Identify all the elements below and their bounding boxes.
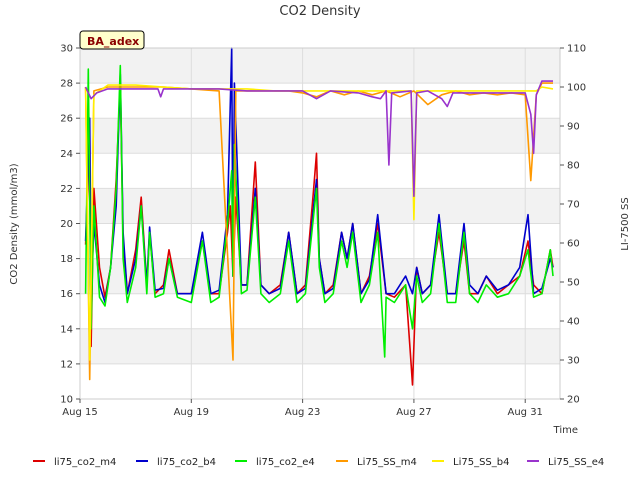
plot-band	[80, 293, 560, 329]
plot-band	[80, 328, 560, 364]
chart-title: CO2 Density	[279, 4, 360, 19]
series-line-Li75_SS_e4	[84, 80, 553, 197]
y-axis-right: 20 30 40 50 60 70 80 90 100 110	[560, 44, 586, 406]
legend-label: li75_co2_m4	[54, 457, 116, 468]
legend: li75_co2_m4 li75_co2_b4 li75_co2_e4 Li75_SS…	[33, 457, 604, 468]
legend-label: Li75_SS_m4	[357, 457, 417, 468]
plot-band	[80, 223, 560, 259]
y2-tick-label: 40	[567, 317, 580, 328]
y2-tick-label: 60	[567, 239, 580, 250]
legend-label: li75_co2_b4	[157, 457, 216, 468]
y-axis-label: CO2 Density (mmol/m3)	[9, 163, 20, 284]
y2-tick-label: 80	[567, 161, 580, 172]
y-tick-label: 22	[60, 184, 73, 195]
plot-band	[80, 83, 560, 119]
series-line-li75_co2_e4	[84, 64, 554, 358]
y-tick-label: 26	[60, 114, 73, 125]
y-tick-label: 14	[60, 324, 73, 335]
y-tick-label: 24	[60, 149, 73, 160]
x-tick-label: Aug 27	[396, 407, 431, 418]
y2-tick-label: 100	[567, 83, 586, 94]
y2-tick-label: 30	[567, 356, 580, 367]
y2-tick-label: 110	[567, 44, 586, 55]
y-tick-label: 16	[60, 289, 73, 300]
y2-axis-label: LI-7500 SS	[620, 197, 631, 250]
legend-label: li75_co2_e4	[256, 457, 315, 468]
plot-band	[80, 188, 560, 224]
plot-band	[80, 153, 560, 189]
x-axis: Aug 15 Aug 19 Aug 23 Aug 27 Aug 31	[62, 399, 543, 418]
y2-tick-label: 50	[567, 278, 580, 289]
y2-tick-label: 20	[567, 395, 580, 406]
annotation-box: BA_adex	[79, 30, 145, 50]
y-tick-label: 18	[60, 254, 73, 265]
plot-band	[80, 48, 560, 84]
plot-background-bands	[80, 48, 560, 399]
legend-label: Li75_SS_b4	[453, 457, 509, 468]
y-tick-label: 10	[60, 395, 73, 406]
series-line-Li75_SS_b4	[84, 84, 554, 361]
y-tick-label: 30	[60, 44, 73, 55]
x-tick-label: Aug 19	[174, 407, 209, 418]
y2-tick-label: 90	[567, 122, 580, 133]
x-tick-label: Aug 23	[285, 407, 320, 418]
series-layer	[84, 47, 554, 386]
legend-label: Li75_SS_e4	[548, 457, 604, 468]
y2-tick-label: 70	[567, 200, 580, 211]
x-tick-label: Aug 15	[62, 407, 97, 418]
plot-band	[80, 118, 560, 154]
y-tick-label: 20	[60, 219, 73, 230]
annotation-label: BA_adex	[87, 35, 139, 48]
x-axis-label: Time	[553, 425, 578, 436]
y-axis-left: 10 12 14 16 18 20 22 24 26 28 30	[60, 44, 80, 406]
plot-band	[80, 363, 560, 399]
y-tick-label: 28	[60, 79, 73, 90]
x-tick-label: Aug 31	[507, 407, 542, 418]
y-tick-label: 12	[60, 359, 73, 370]
